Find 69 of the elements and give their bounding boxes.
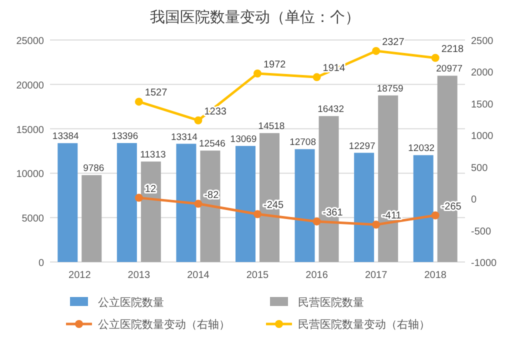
data-label: 20977 [436,64,463,75]
legend-label: 公立医院数量变动（右轴） [98,318,230,331]
bar [116,143,137,262]
data-label: 12032 [408,143,435,154]
point [194,116,202,124]
x-tick-label: 2013 [128,270,150,281]
y-tick-label: 10000 [16,169,44,180]
point [312,73,321,82]
y2-tick-label: 2500 [471,36,494,47]
data-label: 12546 [199,138,226,150]
bar [354,152,374,262]
bar [82,175,102,262]
point [194,200,202,208]
y2-tick-label: -1000 [471,258,498,269]
y-tick-label: 15000 [16,124,44,136]
x-tick-label: 2015 [246,270,270,281]
data-label: 16432 [318,104,344,116]
point [372,46,380,55]
data-label: 11313 [140,150,166,161]
data-label: 18759 [376,83,404,94]
data-label: 1527 [144,88,168,99]
data-label: 2327 [382,36,405,48]
y2-tick-label: 500 [471,162,488,174]
data-label: 1972 [264,59,286,70]
data-label: 13384 [52,131,79,142]
legend-label: 公立医院数量 [98,296,164,309]
y2-tick-label: 1000 [471,131,494,142]
point [254,69,262,78]
point [134,194,143,202]
x-tick-label: 2016 [306,270,328,281]
chart-title: 我国医院数量变动（单位：个） [150,9,360,26]
bar [413,155,434,262]
bar [236,146,256,262]
y2-tick-label: -500 [471,226,492,238]
data-label: 13396 [112,131,138,142]
data-label: 13069 [230,134,257,145]
x-tick-label: 2017 [364,270,388,281]
bar [176,144,196,262]
point [431,211,440,220]
bar [58,143,78,262]
point [254,210,262,218]
data-label: 13314 [171,132,198,143]
data-label: 12708 [290,137,316,148]
point [312,217,321,226]
y2-tick-label: 0 [471,194,477,206]
data-label: 2218 [441,44,464,55]
y-tick-label: 0 [38,258,44,269]
y-tick-label: 20000 [16,80,44,92]
y-tick-label: 25000 [16,36,44,47]
x-tick-label: 2014 [187,270,210,281]
y2-tick-label: 1500 [471,99,494,110]
data-label: -411 [382,210,402,222]
bar [294,149,315,262]
data-label: -82 [204,190,220,201]
y2-tick-label: 2000 [471,68,494,79]
x-tick-label: 2018 [424,270,447,281]
data-label: 9786 [83,163,104,174]
point [372,220,380,229]
point [134,98,143,106]
legend-label: 民营医院数量变动（右轴） [298,318,430,331]
data-label: 14518 [258,121,285,132]
legend-label: 民营医院数量 [298,296,364,309]
bar [200,150,220,262]
data-label: 12297 [348,140,376,152]
x-tick-label: 2012 [68,270,92,281]
point [431,54,440,62]
bar [140,162,161,262]
y-tick-label: 5000 [22,214,44,225]
data-label: 12 [144,184,156,195]
